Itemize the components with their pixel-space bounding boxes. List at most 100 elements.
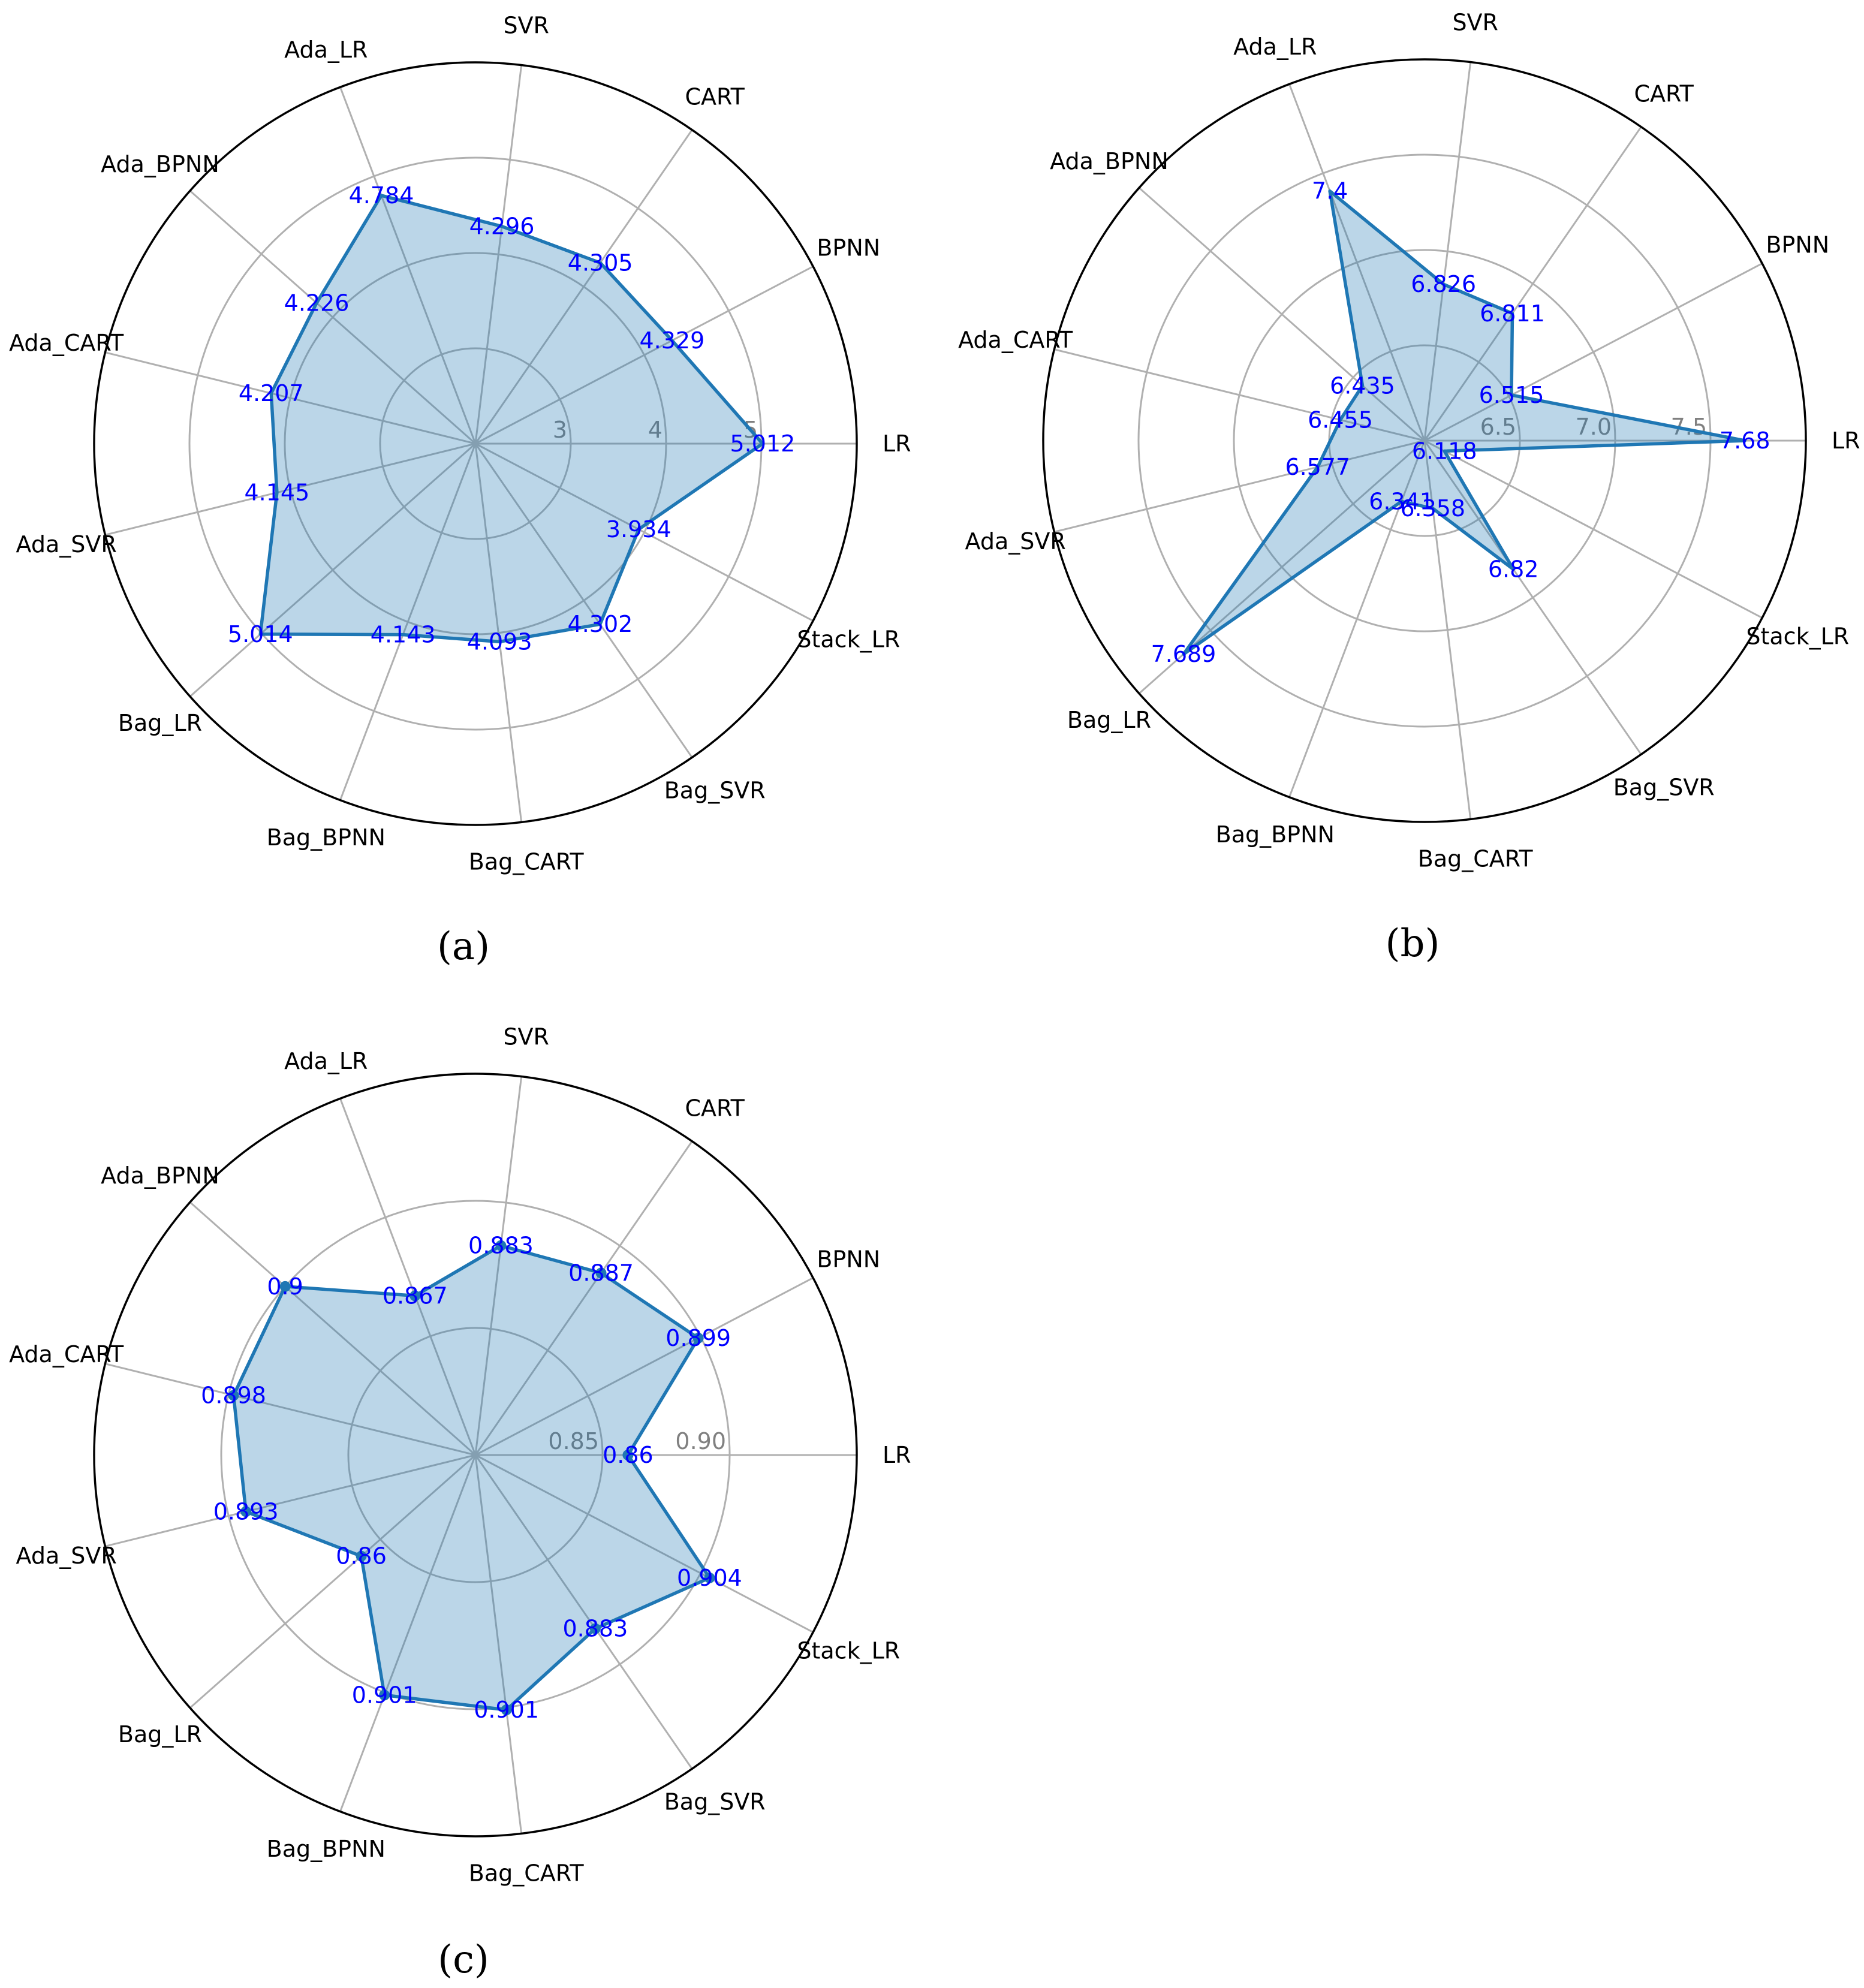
data-label: 5.014 [228,621,293,647]
category-label: Bag_CART [469,1860,585,1887]
data-label: 4.296 [469,213,535,240]
radial-tick-label: 3 [553,417,567,443]
data-point [495,1240,507,1251]
radial-tick-label: 0.90 [675,1428,726,1454]
spoke-line [1423,440,1642,755]
category-label: Bag_BPNN [267,1836,386,1862]
spoke-line [474,1076,523,1456]
data-label: 4.145 [244,480,309,506]
spoke-line [1424,439,1763,619]
spoke-line [474,1454,693,1770]
data-point [409,1290,421,1302]
subfigure-caption: (b) [1386,921,1440,966]
spoke-line [339,1454,477,1812]
spoke-line [189,190,476,445]
outer-circle [1042,58,1807,823]
category-label: Ada_LR [284,37,368,63]
spoke-line [1423,126,1642,441]
data-point [228,1390,239,1401]
category-label: BPNN [817,234,880,261]
category-label: BPNN [817,1246,880,1272]
category-label: Ada_SVR [965,528,1066,555]
category-label: Bag_SVR [1613,774,1715,800]
category-label: Ada_CART [9,1341,124,1367]
category-label: Bag_CART [469,849,585,875]
spoke-line [474,1140,693,1456]
data-label: 5.012 [730,430,796,457]
category-label: Bag_SVR [664,1788,766,1815]
category-label: Ada_BPNN [101,151,219,177]
spoke-line [1054,348,1425,442]
spoke-line [1423,62,1472,441]
data-point [692,1332,704,1344]
data-label: 4.207 [239,380,304,406]
data-label: 0.86 [603,1442,654,1468]
data-label: 7.4 [1312,178,1348,204]
data-label: 4.226 [284,290,350,316]
data-label: 4.329 [639,327,704,354]
category-label: CART [1634,81,1694,107]
spoke-line [339,443,477,801]
spoke-line [1423,440,1472,820]
radial-tick-label: 6.5 [1480,414,1516,440]
data-point [356,1550,367,1562]
series-line [1182,189,1746,656]
data-label: 4.302 [568,611,633,637]
subfigure-caption: (a) [437,924,490,969]
series-area [1184,191,1745,655]
category-label: Bag_CART [1418,846,1534,872]
category-label: Bag_BPNN [1216,821,1335,848]
data-label: 0.898 [201,1382,266,1409]
data-label: 0.883 [563,1616,628,1642]
series-area [233,1245,710,1710]
category-label: SVR [503,12,549,38]
category-label: SVR [503,1023,549,1050]
data-label: 6.341 [1369,488,1434,514]
spoke-line [105,1363,476,1456]
data-label: 4.093 [467,628,532,655]
category-label: Stack_LR [1746,623,1849,650]
spoke-line [1138,187,1425,442]
category-label: LR [883,430,911,457]
spoke-line [1288,83,1426,441]
data-label: 0.901 [474,1697,539,1723]
radar-chart-2: 6.5 7.0 7.57.686.5156.8116.8267.46.4356.45… [958,9,1860,966]
category-label: Ada_CART [958,327,1073,353]
spoke-line [339,1098,477,1456]
data-label: 0.899 [666,1325,731,1351]
data-label: 6.118 [1412,438,1477,464]
spoke-line [475,1277,814,1456]
data-label: 7.689 [1151,641,1216,667]
data-label: 6.435 [1330,372,1395,399]
spoke-line [474,443,523,823]
category-label: LR [1832,427,1860,454]
data-label: 0.904 [677,1565,742,1591]
spoke-line [474,443,693,758]
spoke-line [105,351,476,445]
data-label: 6.826 [1411,271,1476,297]
spoke-line [475,266,814,445]
data-label: 6.82 [1488,556,1539,583]
data-point [240,1506,252,1517]
data-label: 6.455 [1308,406,1373,433]
spoke-line [189,1201,476,1456]
category-label: Ada_SVR [16,531,117,558]
category-label: Ada_CART [9,330,124,356]
data-point [622,1450,634,1460]
data-point [595,1267,607,1279]
data-label: 0.893 [213,1498,279,1525]
category-label: BPNN [1766,231,1829,258]
spoke-line [339,86,477,444]
data-point [379,1689,390,1701]
data-label: 4.143 [371,622,436,648]
category-label: Ada_BPNN [101,1162,219,1189]
spoke-line [105,442,476,536]
outer-circle [93,1073,858,1838]
radar-chart-1: 3 4 55.0124.3294.3054.2964.7844.2264.2074.… [9,12,911,969]
spoke-line [189,1454,476,1709]
data-label: 6.358 [1400,495,1465,522]
spoke-line [474,1454,523,1834]
category-label: Ada_BPNN [1050,148,1169,174]
data-label: 0.901 [352,1682,417,1708]
